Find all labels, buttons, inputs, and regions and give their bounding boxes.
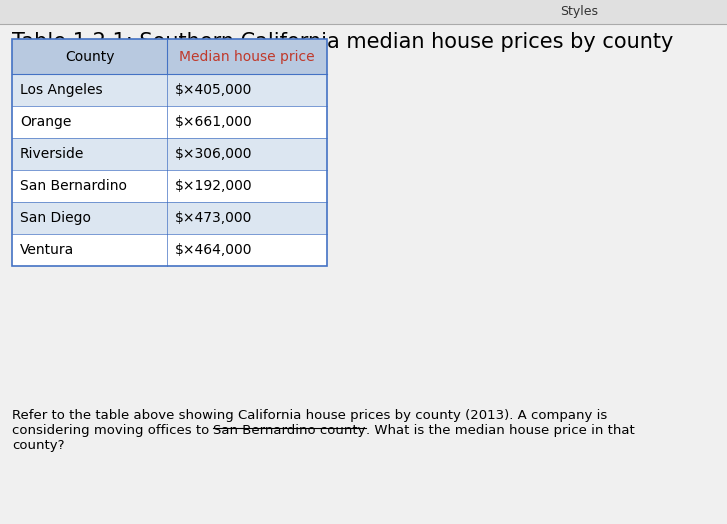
Text: Orange: Orange — [20, 115, 71, 129]
Text: $×405,000: $×405,000 — [175, 83, 252, 97]
Bar — [12, 202, 327, 234]
Text: Table 1.2.1: Southern California median house prices by county: Table 1.2.1: Southern California median … — [12, 32, 673, 52]
Text: Ventura: Ventura — [20, 243, 74, 257]
Text: San Bernardino county: San Bernardino county — [214, 424, 366, 437]
Bar — [12, 138, 327, 170]
Text: Median house price: Median house price — [179, 49, 315, 63]
Text: Styles: Styles — [560, 5, 598, 18]
Text: Los Angeles: Los Angeles — [20, 83, 103, 97]
Text: San Diego: San Diego — [20, 211, 91, 225]
Bar — [12, 39, 327, 74]
Text: Riverside: Riverside — [20, 147, 84, 161]
Bar — [12, 39, 327, 266]
Text: County: County — [65, 49, 114, 63]
Bar — [12, 234, 327, 266]
Text: county?: county? — [12, 439, 65, 452]
Text: $×464,000: $×464,000 — [175, 243, 252, 257]
Text: (2013).: (2013). — [12, 51, 88, 71]
Bar — [12, 106, 327, 138]
Bar — [12, 170, 327, 202]
Text: $×192,000: $×192,000 — [175, 179, 252, 193]
Text: San Bernardino: San Bernardino — [20, 179, 127, 193]
Bar — [12, 74, 327, 106]
Text: $×473,000: $×473,000 — [175, 211, 252, 225]
Bar — [0, 0, 727, 24]
Text: Refer to the table above showing California house prices by county (2013). A com: Refer to the table above showing Califor… — [12, 409, 607, 422]
Text: . What is the median house price in that: . What is the median house price in that — [366, 424, 635, 437]
Text: $×661,000: $×661,000 — [175, 115, 253, 129]
Text: considering moving offices to: considering moving offices to — [12, 424, 214, 437]
Text: $×306,000: $×306,000 — [175, 147, 252, 161]
